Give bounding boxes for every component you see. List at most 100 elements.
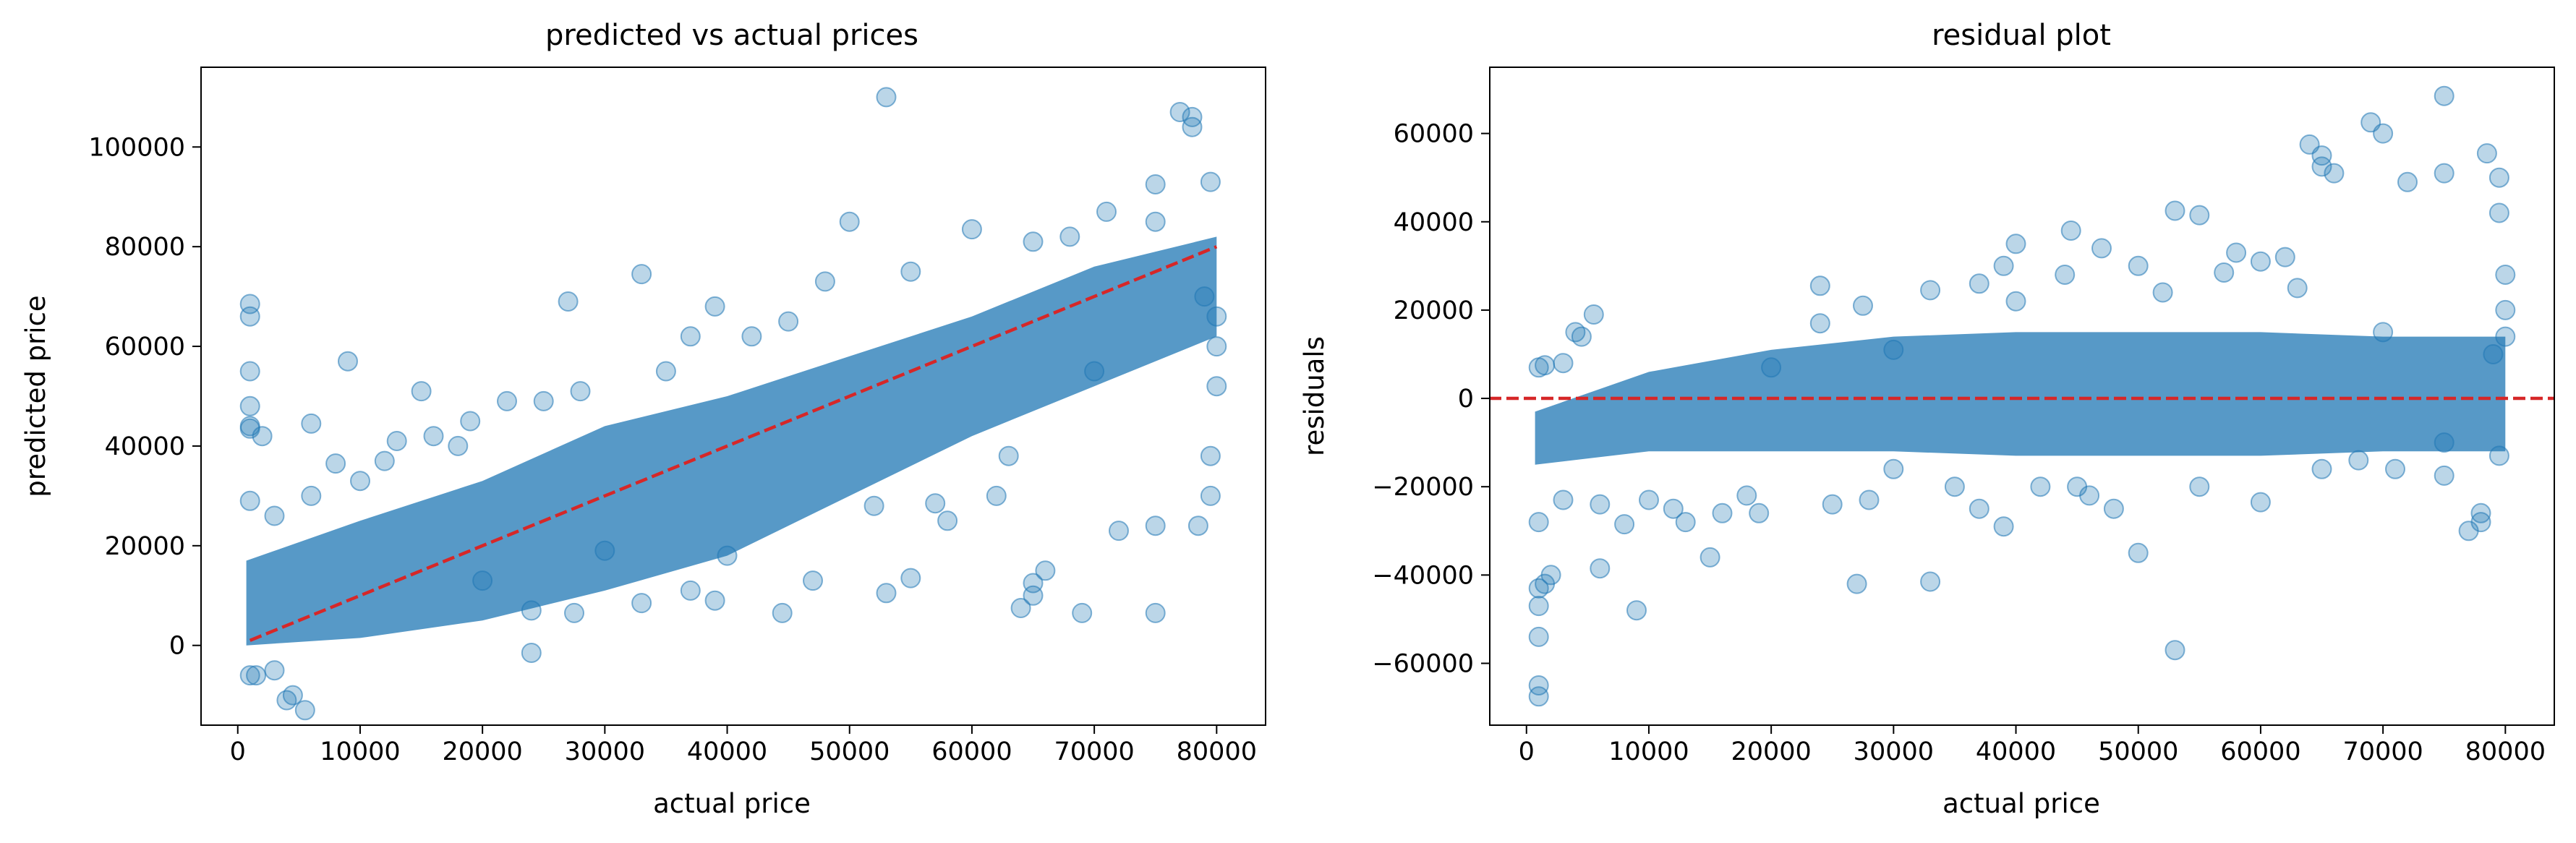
data-point	[2128, 255, 2149, 276]
y-tick-label: 40000	[1394, 208, 1474, 237]
data-point	[2005, 234, 2026, 254]
axes-frame	[1489, 67, 2555, 726]
data-point	[863, 495, 884, 516]
x-tick-label: 30000	[565, 737, 645, 766]
data-point	[1712, 502, 1733, 523]
data-point	[900, 568, 921, 589]
data-point	[937, 510, 958, 531]
axes: 0 10000 20000 30000 40000 50000 60000 70000 8000…	[1372, 67, 2555, 766]
data-point	[2214, 262, 2235, 283]
data-point	[350, 471, 370, 492]
x-tick-label: 80000	[1177, 737, 1257, 766]
data-point	[2495, 299, 2516, 320]
data-point	[839, 211, 860, 232]
data-point	[1639, 489, 1659, 510]
data-point	[1023, 231, 1044, 252]
data-point	[338, 351, 358, 372]
data-point	[1206, 336, 1227, 357]
data-point	[1626, 600, 1647, 621]
data-point	[1590, 494, 1611, 515]
series-group	[239, 87, 1227, 721]
data-point	[301, 413, 322, 434]
x-tick-label: 70000	[1054, 737, 1134, 766]
data-point	[570, 381, 591, 402]
data-point	[2091, 238, 2112, 259]
x-tick-label: 50000	[809, 737, 890, 766]
data-point	[2434, 465, 2455, 486]
data-point	[2005, 291, 2026, 312]
data-point	[472, 570, 493, 591]
data-point	[1528, 596, 1549, 617]
data-point	[1699, 547, 1720, 568]
data-point	[460, 411, 481, 432]
data-point	[2488, 445, 2509, 466]
y-tick-label: 80000	[105, 233, 185, 262]
y-tick-label: 0	[169, 632, 185, 661]
data-point	[2373, 123, 2394, 144]
data-point	[239, 395, 260, 416]
data-point	[521, 643, 542, 663]
point-density-band	[246, 236, 1217, 646]
data-point	[1993, 255, 2014, 276]
data-point	[2470, 502, 2491, 523]
x-tick-label: 20000	[442, 737, 522, 766]
data-point	[2060, 221, 2081, 241]
data-point	[1528, 675, 1549, 696]
y-tick-label: 60000	[105, 333, 185, 361]
data-point	[741, 326, 762, 347]
data-point	[900, 261, 921, 282]
y-tick-label: 100000	[88, 133, 185, 162]
data-point	[1145, 211, 1166, 232]
y-tick-label: −20000	[1372, 473, 1474, 502]
data-point	[1590, 558, 1611, 579]
y-tick-label: 20000	[105, 532, 185, 561]
data-point	[1169, 102, 1190, 122]
data-point	[2274, 247, 2295, 268]
data-point	[1809, 275, 1830, 296]
chart-title: predicted vs actual prices	[545, 19, 918, 52]
data-point	[264, 660, 285, 681]
data-point	[386, 431, 407, 451]
y-tick-label: −40000	[1372, 561, 1474, 590]
data-point	[2373, 322, 2394, 343]
x-tick-label: 10000	[320, 737, 400, 766]
data-point	[521, 600, 542, 621]
x-tick-label: 80000	[2465, 737, 2546, 766]
data-point	[2189, 205, 2210, 226]
x-axis-label: actual price	[1942, 788, 2100, 819]
data-point	[252, 426, 273, 447]
data-point	[1059, 226, 1080, 247]
data-point	[1614, 514, 1635, 535]
data-point	[2434, 432, 2455, 453]
data-point	[246, 665, 267, 686]
data-point	[1583, 304, 1604, 325]
data-point	[1206, 306, 1227, 327]
data-point	[2434, 163, 2455, 184]
data-point	[1535, 355, 1556, 376]
data-point	[497, 390, 517, 411]
data-point	[411, 381, 432, 402]
data-point	[1571, 326, 1592, 347]
axes-frame	[200, 67, 1266, 726]
data-point	[533, 390, 554, 411]
data-point	[239, 665, 260, 686]
data-point	[876, 87, 897, 108]
data-point	[558, 291, 579, 312]
data-point	[325, 453, 346, 474]
data-point	[631, 264, 652, 285]
data-point	[925, 493, 946, 514]
data-point	[772, 602, 793, 623]
data-point	[1859, 489, 1880, 510]
data-point	[1920, 571, 1941, 592]
data-point	[1182, 116, 1203, 137]
data-point	[876, 583, 897, 604]
data-point	[680, 326, 701, 347]
data-point	[1200, 171, 1221, 192]
data-point	[294, 700, 315, 721]
data-point	[1145, 515, 1166, 536]
data-point	[803, 570, 823, 591]
data-point	[239, 418, 260, 439]
data-point	[1920, 280, 1941, 301]
data-point	[1540, 565, 1561, 586]
data-point	[2128, 542, 2149, 563]
